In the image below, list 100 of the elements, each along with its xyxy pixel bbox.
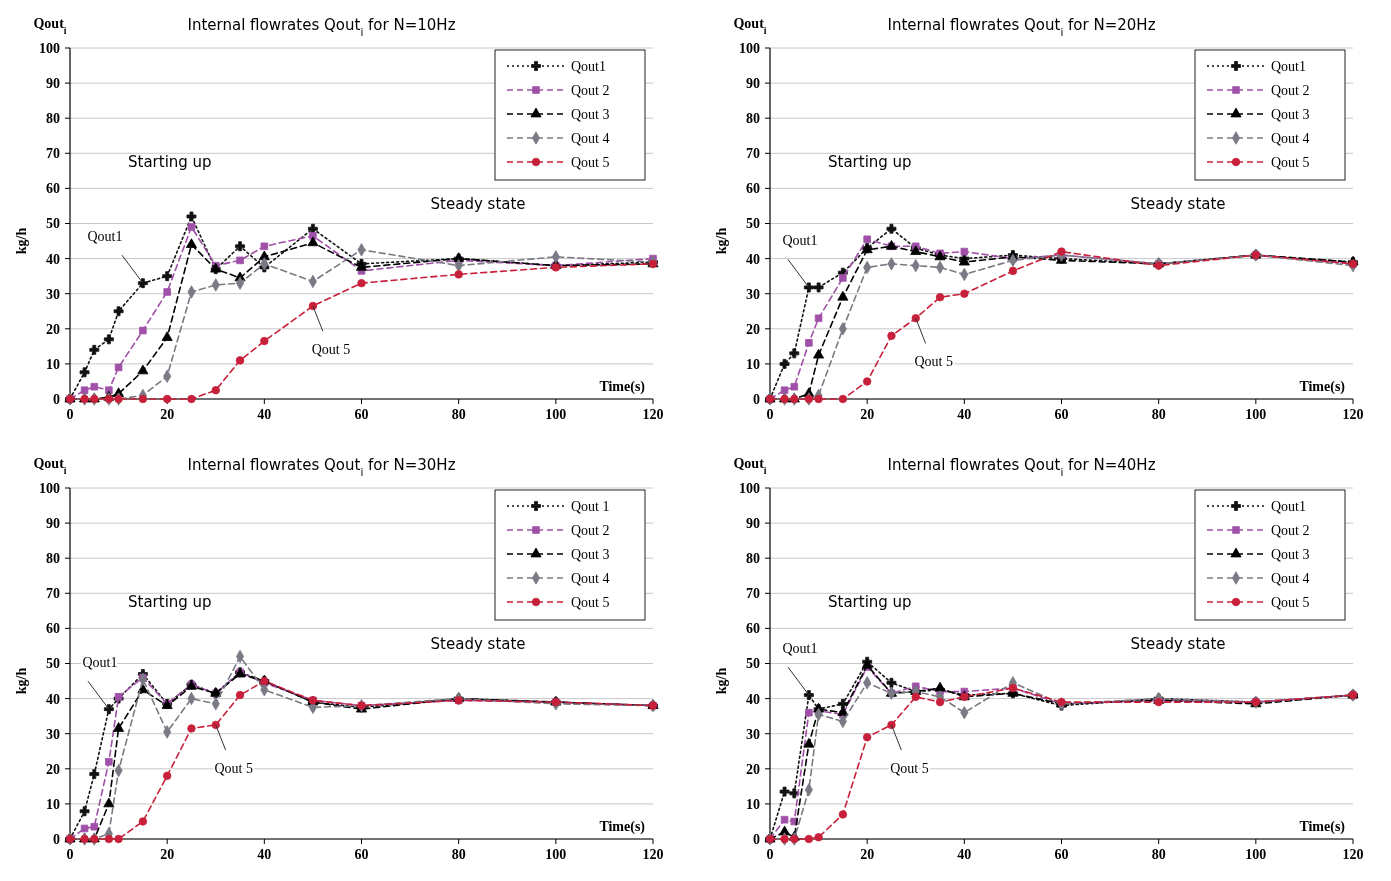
y-tick-label: 70 <box>46 586 60 602</box>
x-tick-label: 100 <box>545 847 567 862</box>
x-tick-label: 40 <box>957 407 972 422</box>
x-tick-label: 120 <box>1342 847 1364 862</box>
y-axis-title: kg/h <box>714 227 729 255</box>
x-tick-label: 80 <box>451 847 466 862</box>
annotation: Steady state <box>1130 635 1226 654</box>
legend-label: Qout 4 <box>1271 130 1310 146</box>
legend-label: Qout 3 <box>571 106 610 122</box>
chart-title: Internal flowrates Qout$_{i}$ for N=10Hz <box>187 16 456 38</box>
y-tick-label: 90 <box>46 516 60 531</box>
y-axis-title: kg/h <box>14 667 29 695</box>
legend-label: Qout 5 <box>1271 154 1310 170</box>
x-tick-label: 80 <box>1151 847 1166 862</box>
y-axis-title: kg/h <box>714 667 729 695</box>
x-tick-label: 40 <box>957 847 972 862</box>
x-tick-label: 60 <box>354 847 369 862</box>
y-tick-label: 80 <box>46 111 60 127</box>
annotation: Starting up <box>128 153 212 172</box>
x-tick-label: 20 <box>860 847 875 862</box>
legend-label: Qout1 <box>1271 58 1306 74</box>
x-tick-label: 40 <box>257 407 272 422</box>
y-tick-label: 90 <box>46 76 60 91</box>
annotation: Steady state <box>430 635 526 654</box>
y-tick-label: 70 <box>746 146 760 162</box>
annotation: Qout1 <box>782 641 818 657</box>
legend-label: Qout 4 <box>1271 570 1310 586</box>
legend-label: Qout 1 <box>571 498 610 514</box>
y-tick-label: 10 <box>746 796 760 812</box>
x-tick-label: 0 <box>66 847 74 862</box>
x-tick-label: 20 <box>860 407 875 422</box>
x-axis-title: Time(s) <box>1299 819 1346 835</box>
y-tick-label: 100 <box>39 40 60 56</box>
y-tick-label: 50 <box>746 656 760 672</box>
x-tick-label: 20 <box>160 847 175 862</box>
chart-title: Internal flowrates Qout$_{i}$ for N=30Hz <box>187 456 456 478</box>
y-tick-label: 60 <box>46 181 60 197</box>
x-tick-label: 80 <box>1151 407 1166 422</box>
legend-label: Qout1 <box>1271 498 1306 514</box>
annotation: Starting up <box>828 593 912 612</box>
text: Qout$_{i}$ <box>733 456 767 476</box>
annotation: Steady state <box>430 195 526 214</box>
x-tick-label: 80 <box>451 407 466 422</box>
y-tick-label: 80 <box>746 111 760 127</box>
legend-label: Qout 2 <box>1271 522 1310 538</box>
y-tick-label: 0 <box>53 831 60 847</box>
legend-label: Qout1 <box>571 58 606 74</box>
x-tick-label: 100 <box>1245 847 1267 862</box>
annotation: Qout 5 <box>214 760 253 776</box>
y-tick-label: 80 <box>746 551 760 567</box>
annotation: Qout1 <box>82 655 118 671</box>
y-tick-label: 90 <box>746 516 760 531</box>
legend-label: Qout 4 <box>571 130 610 146</box>
y-tick-label: 50 <box>746 216 760 232</box>
legend-label: Qout 3 <box>1271 106 1310 122</box>
y-tick-label: 70 <box>746 586 760 602</box>
annotation: Qout 5 <box>311 341 351 357</box>
x-tick-label: 120 <box>642 407 664 422</box>
annotation: Qout 5 <box>914 354 953 370</box>
chart-title: Internal flowrates Qout$_{i}$ for N=40Hz <box>887 456 1156 478</box>
text: Qout$_{i}$ <box>33 456 67 476</box>
y-tick-label: 0 <box>53 391 60 407</box>
y-tick-label: 80 <box>46 551 60 567</box>
y-tick-label: 60 <box>746 181 760 197</box>
y-tick-label: 10 <box>46 356 60 372</box>
y-tick-label: 40 <box>46 691 60 707</box>
legend-label: Qout 3 <box>571 546 610 562</box>
y-tick-label: 40 <box>46 251 60 267</box>
x-tick-label: 60 <box>354 407 369 422</box>
y-tick-label: 40 <box>746 251 760 267</box>
legend-label: Qout 3 <box>1271 546 1310 562</box>
x-tick-label: 0 <box>766 407 774 422</box>
annotation: Starting up <box>828 153 912 172</box>
y-tick-label: 60 <box>46 621 60 637</box>
x-tick-label: 100 <box>545 407 567 422</box>
legend-label: Qout 5 <box>1271 594 1310 610</box>
y-tick-label: 20 <box>746 761 760 777</box>
y-tick-label: 30 <box>46 726 60 742</box>
y-tick-label: 60 <box>746 621 760 637</box>
y-tick-label: 90 <box>746 76 760 91</box>
y-tick-label: 20 <box>46 761 60 777</box>
x-tick-label: 60 <box>1054 407 1069 422</box>
y-tick-label: 10 <box>746 356 760 372</box>
chart-title: Internal flowrates Qout$_{i}$ for N=20Hz <box>887 16 1156 38</box>
y-tick-label: 100 <box>739 40 760 56</box>
y-tick-label: 30 <box>46 286 60 302</box>
y-tick-label: 0 <box>753 831 760 847</box>
legend-label: Qout 4 <box>571 570 610 586</box>
x-tick-label: 20 <box>160 407 175 422</box>
text: Qout$_{i}$ <box>733 16 767 36</box>
legend-label: Qout 5 <box>571 154 610 170</box>
y-tick-label: 10 <box>46 796 60 812</box>
x-tick-label: 40 <box>257 847 272 862</box>
x-axis-title: Time(s) <box>599 819 646 835</box>
y-tick-label: 40 <box>746 691 760 707</box>
x-tick-label: 120 <box>1342 407 1364 422</box>
y-tick-label: 50 <box>46 656 60 672</box>
x-tick-label: 0 <box>66 407 74 422</box>
x-tick-label: 60 <box>1054 847 1069 862</box>
y-tick-label: 20 <box>746 321 760 337</box>
